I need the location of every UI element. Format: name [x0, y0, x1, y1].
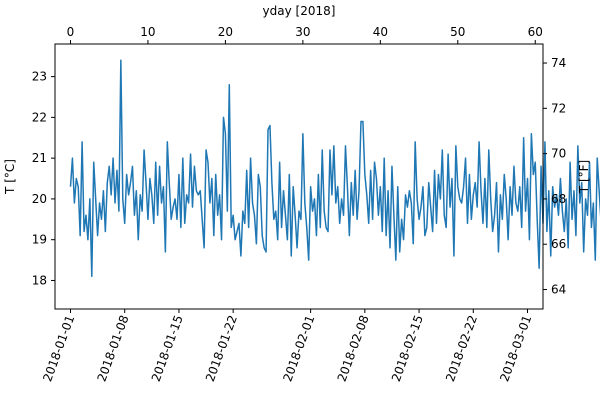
- left-y-tick-label: 20: [32, 192, 47, 206]
- left-y-tick-label: 19: [32, 233, 47, 247]
- plot-frame: [54, 43, 544, 310]
- bottom-x-tick-label: 2018-01-08: [95, 313, 132, 383]
- right-y-tick-label: 74: [551, 56, 566, 70]
- left-y-tick-label: 21: [32, 151, 47, 165]
- left-y-axis-label: T [°C]: [3, 159, 17, 195]
- right-y-tick-label: 66: [551, 237, 566, 251]
- bottom-x-tick-label: 2018-02-08: [335, 313, 372, 383]
- bottom-x-tick-label: 2018-01-15: [149, 313, 186, 383]
- temperature-series-line: [69, 59, 600, 278]
- left-y-tick-label: 18: [32, 273, 47, 287]
- bottom-x-tick-label: 2018-01-01: [40, 313, 77, 383]
- top-x-tick-label: 30: [295, 25, 310, 39]
- right-y-tick-label: 72: [551, 101, 566, 115]
- bottom-x-tick-label: 2018-03-01: [497, 313, 534, 383]
- top-x-tick-label: 60: [528, 25, 543, 39]
- right-y-tick-label: 64: [551, 283, 566, 297]
- top-x-tick-label: 50: [450, 25, 465, 39]
- left-y-tick-label: 22: [32, 110, 47, 124]
- top-x-tick-label: 0: [67, 25, 75, 39]
- top-x-tick-label: 40: [373, 25, 388, 39]
- right-y-axis-label: T [°F]: [577, 160, 591, 194]
- left-y-tick-label: 23: [32, 70, 47, 84]
- bottom-x-tick-label: 2018-02-01: [280, 313, 317, 383]
- top-x-axis-label: yday [2018]: [263, 4, 336, 18]
- top-x-tick-label: 20: [218, 25, 233, 39]
- top-x-tick-label: 10: [140, 25, 155, 39]
- right-y-tick-label: 68: [551, 192, 566, 206]
- right-y-tick-label: 70: [551, 147, 566, 161]
- bottom-x-tick-label: 2018-02-22: [443, 313, 480, 383]
- bottom-x-tick-label: 2018-02-15: [389, 313, 426, 383]
- bottom-x-tick-label: 2018-01-22: [203, 313, 240, 383]
